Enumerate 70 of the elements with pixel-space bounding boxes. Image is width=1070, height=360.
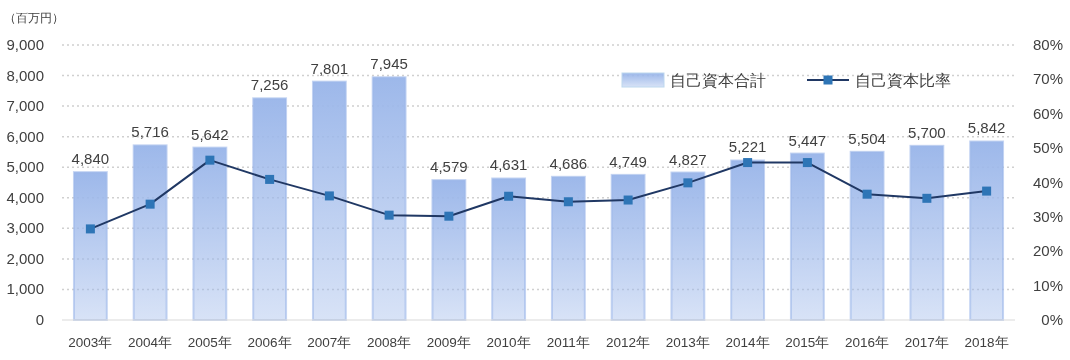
x-tick-label: 2014年 [725,335,770,350]
y2-tick-label: 10% [1032,276,1063,294]
y2-tick-label: 50% [1032,139,1063,157]
data-label: 7,256 [250,76,289,94]
y-tick-label: 1,000 [6,280,44,298]
y-tick-label: 0 [35,311,44,328]
x-tick-label: 2010年 [486,335,531,350]
y-tick-label: 2,000 [6,249,44,267]
x-tick-label: 2006年 [247,335,292,350]
x-tick-label: 2007年 [307,335,352,350]
bar [371,76,407,321]
data-label: 4,827 [669,150,707,168]
data-label: 4,631 [489,156,528,174]
bar [311,80,347,321]
x-tick-label: 2015年 [785,335,830,350]
bar [610,173,646,321]
bar [252,97,288,321]
data-label: 5,716 [131,123,169,141]
y2-tick-label: 70% [1032,70,1063,88]
y2-tick-label: 80% [1032,36,1063,53]
y2-tick-label: 40% [1032,173,1063,191]
bar [730,159,766,321]
data-label: 5,642 [191,125,229,143]
x-tick-label: 2004年 [128,335,173,350]
x-tick-label: 2016年 [845,335,890,350]
bar [431,179,467,321]
data-label: 7,945 [370,55,408,73]
data-label: 5,447 [788,131,827,149]
y-tick-label: 3,000 [6,219,44,237]
x-tick-label: 2008年 [367,335,412,350]
data-label: 5,700 [908,123,946,141]
y-tick-label: 6,000 [6,127,44,145]
bar [491,177,527,321]
x-tick-label: 2013年 [665,335,710,350]
data-label: 4,579 [430,158,468,176]
x-tick-label: 2005年 [187,335,232,350]
bar [192,146,228,321]
y2-tick-label: 20% [1032,242,1063,260]
data-label: 5,504 [848,129,886,147]
y-axis-title: （百万円） [4,11,64,25]
y2-tick-label: 30% [1032,207,1063,225]
x-tick-label: 2003年 [68,335,113,350]
bar [72,171,108,321]
data-label: 5,842 [967,119,1006,137]
data-label: 4,840 [71,150,110,168]
x-tick-label: 2018年 [964,335,1009,350]
bar [909,144,945,321]
bar [789,152,825,321]
y2-tick-label: 0% [1041,311,1063,328]
legend-label: 自己資本比率 [855,72,951,89]
bar [969,140,1005,321]
y-tick-label: 8,000 [6,66,44,84]
y-tick-label: 7,000 [6,97,44,115]
x-tick-label: 2011年 [546,335,590,350]
y-tick-label: 5,000 [6,158,44,176]
bar [550,175,586,321]
bar [670,171,706,321]
y-tick-label: 4,000 [6,188,44,206]
bar [132,144,168,321]
data-label: 4,686 [549,154,588,172]
legend-label: 自己資本合計 [670,72,766,89]
x-tick-label: 2012年 [606,335,651,350]
y-tick-label: 9,000 [6,36,44,53]
bar [849,150,885,321]
data-label: 4,749 [609,152,647,170]
x-tick-label: 2017年 [904,335,949,350]
x-tick-label: 2009年 [426,335,471,350]
y2-tick-label: 60% [1032,104,1063,122]
data-label: 7,801 [310,59,349,77]
data-label: 5,221 [728,138,767,156]
